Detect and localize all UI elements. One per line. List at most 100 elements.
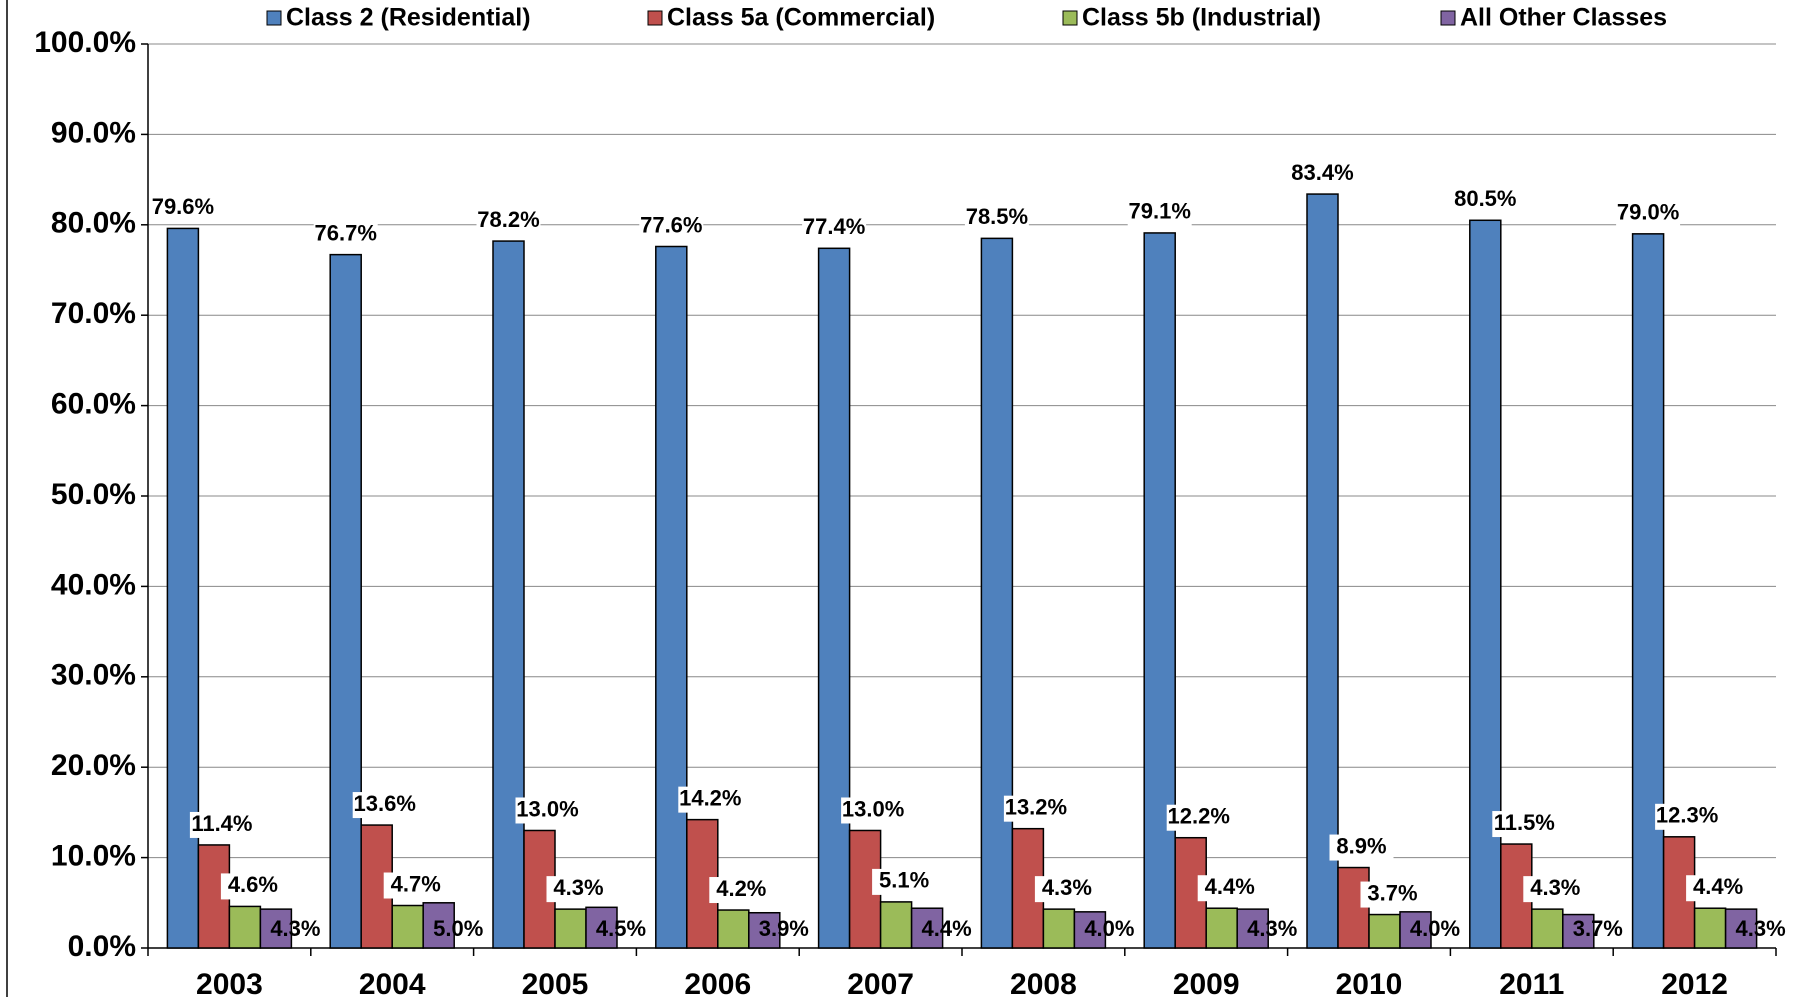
label-bg: [1127, 199, 1192, 226]
data-label: 12.3%: [1656, 803, 1718, 828]
legend-label: Class 2 (Residential): [286, 4, 531, 32]
label-bg: [150, 195, 215, 222]
data-label: 4.6%: [228, 872, 278, 897]
x-tick-label: 2003: [196, 968, 263, 997]
bar: [585, 906, 618, 949]
data-label: 13.0%: [842, 796, 904, 821]
x-tick-label: 2012: [1661, 968, 1728, 997]
data-label: 4.4%: [922, 916, 972, 941]
x-tick-label: 2011: [1499, 968, 1564, 997]
data-label: 13.6%: [354, 791, 416, 816]
label-bg: [1360, 881, 1425, 908]
x-tick-label: 2008: [1010, 968, 1077, 997]
label-bg: [709, 877, 774, 904]
bar: [1042, 908, 1076, 949]
data-label: 3.7%: [1367, 880, 1417, 905]
label-bg: [1197, 875, 1262, 902]
y-tick-label: 100.0%: [34, 26, 136, 59]
data-label: 4.5%: [596, 916, 646, 941]
x-tick-label: 2009: [1173, 968, 1240, 997]
legend-swatch: [1440, 10, 1456, 26]
bar: [228, 905, 262, 949]
data-label: 13.0%: [516, 796, 578, 821]
y-tick-label: 70.0%: [51, 297, 136, 330]
label-bg: [1616, 200, 1681, 227]
bar: [492, 240, 525, 949]
label-bg: [313, 221, 378, 248]
bar: [1724, 908, 1758, 949]
data-label: 8.9%: [1336, 833, 1386, 858]
label-bg: [546, 876, 611, 903]
legend-swatch: [1062, 10, 1078, 26]
y-tick-label: 30.0%: [51, 659, 136, 692]
bar: [422, 902, 455, 949]
data-label: 76.7%: [315, 220, 377, 245]
data-label: 3.9%: [759, 916, 809, 941]
bar: [554, 908, 587, 949]
bar: [1531, 908, 1564, 949]
data-label: 78.5%: [966, 204, 1028, 229]
data-label: 4.3%: [553, 875, 603, 900]
y-tick-label: 50.0%: [51, 478, 136, 511]
bar: [1469, 219, 1502, 949]
data-label: 4.3%: [1530, 875, 1580, 900]
data-label: 78.2%: [477, 207, 539, 232]
data-label: 3.7%: [1573, 916, 1623, 941]
y-tick-label: 0.0%: [68, 930, 136, 963]
bar: [1337, 866, 1370, 949]
x-tick-label: 2006: [684, 968, 751, 997]
legend-swatch: [266, 10, 282, 26]
data-label: 4.3%: [1736, 916, 1786, 941]
data-label: 4.2%: [716, 876, 766, 901]
bar: [717, 909, 750, 949]
data-label: 13.2%: [1005, 794, 1067, 819]
bar: [1368, 913, 1401, 949]
bar: [329, 253, 362, 949]
legend-swatch: [647, 10, 663, 26]
bar: [1236, 908, 1269, 949]
data-label: 4.4%: [1205, 874, 1255, 899]
data-label: 5.0%: [433, 916, 483, 941]
label-bg: [841, 797, 906, 824]
data-label: 79.1%: [1129, 199, 1191, 224]
y-tick-label: 80.0%: [51, 207, 136, 240]
data-label: 4.3%: [270, 916, 320, 941]
legend-label: Class 5b (Industrial): [1082, 4, 1321, 32]
label-bg: [1453, 187, 1518, 214]
data-label: 11.4%: [191, 811, 252, 836]
label-bg: [1523, 876, 1588, 903]
bar: [1306, 193, 1339, 949]
bar: [166, 227, 200, 949]
data-label: 14.2%: [679, 785, 741, 810]
data-label: 77.6%: [640, 212, 702, 237]
data-label: 79.6%: [152, 194, 214, 219]
data-label: 11.5%: [1494, 810, 1555, 835]
label-bg: [476, 208, 541, 235]
data-label: 77.4%: [803, 214, 865, 239]
label-bg: [189, 811, 254, 838]
bar: [1399, 911, 1432, 949]
bar: [259, 908, 293, 949]
data-label: 80.5%: [1454, 186, 1516, 211]
data-label: 4.3%: [1042, 875, 1092, 900]
bar: [1073, 911, 1107, 949]
bar: [817, 247, 851, 949]
data-label: 83.4%: [1291, 160, 1353, 185]
data-label: 4.3%: [1247, 916, 1297, 941]
label-bg: [639, 213, 704, 240]
data-label: 4.0%: [1410, 916, 1460, 941]
y-tick-label: 60.0%: [51, 388, 136, 421]
y-tick-label: 20.0%: [51, 749, 136, 782]
label-bg: [1655, 803, 1720, 830]
data-label: 79.0%: [1617, 200, 1679, 225]
label-bg: [872, 868, 937, 895]
label-bg: [220, 873, 285, 900]
data-label: 4.0%: [1084, 916, 1134, 941]
x-tick-label: 2010: [1336, 968, 1403, 997]
bar: [1143, 232, 1176, 949]
x-tick-label: 2005: [522, 968, 589, 997]
label-bg: [1492, 811, 1557, 838]
bar: [1693, 907, 1727, 949]
legend-label: All Other Classes: [1460, 4, 1667, 32]
